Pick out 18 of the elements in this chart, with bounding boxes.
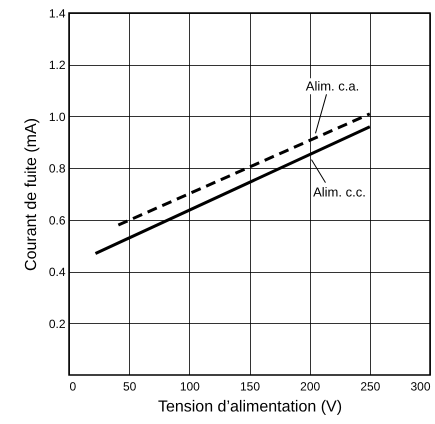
x-tick-label: 0 [70, 380, 76, 394]
x-tick-label: 50 [122, 380, 137, 394]
legend-label: Alim. c.c. [313, 184, 366, 200]
y-tick-label: 0.2 [48, 316, 66, 331]
y-tick-label: 1.2 [48, 58, 66, 72]
y-tick-label: 0.4 [48, 265, 66, 280]
y-tick-label: 1.0 [48, 110, 66, 124]
x-tick-label: 100 [180, 380, 200, 394]
y-tick-label: 1.4 [48, 6, 66, 20]
y-tick-label: 0.8 [48, 162, 66, 176]
x-tick-label: 150 [240, 380, 260, 394]
x-tick-label: 250 [360, 380, 381, 394]
x-axis-title: Tension d’alimentation (V) [158, 398, 342, 416]
x-tick-label: 200 [300, 380, 320, 394]
y-axis-title: Courant de fuite (mA) [22, 118, 40, 271]
series-label: Alim. c.a. [306, 78, 360, 94]
x-tick-label: 300 [410, 380, 431, 394]
y-tick-label: 0.6 [48, 213, 66, 228]
